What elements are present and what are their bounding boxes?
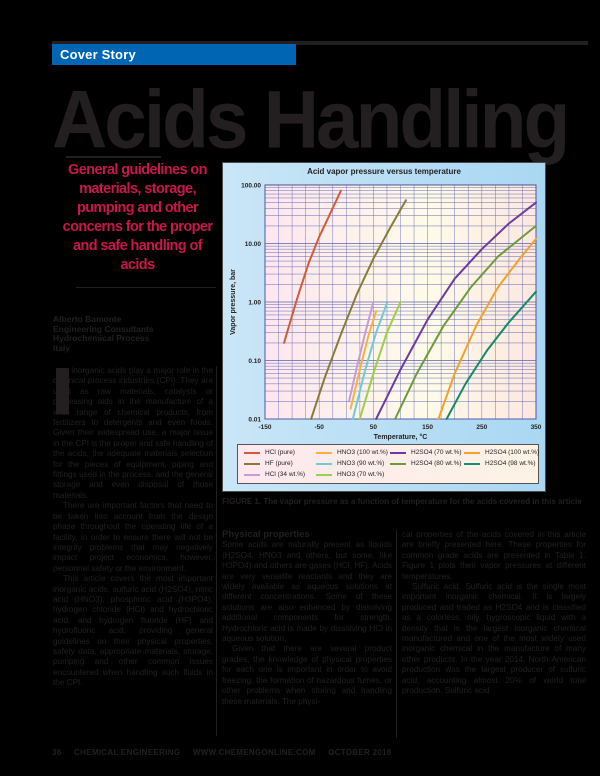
paragraph: Given that there are several product gra… (222, 644, 392, 706)
paragraph: cal properties of the acids covered in t… (402, 530, 586, 581)
body-column-3: cal properties of the acids covered in t… (402, 530, 586, 738)
legend-item: HCl (pure) (244, 449, 295, 456)
chart-plot: 0.01 0.10 1.00 10.00 100.00 -150 -50 50 150 250 35… (230, 183, 542, 442)
legend-item: HNO3 (90 wt.%) (316, 460, 384, 467)
y-tick-label: 10.00 (245, 241, 262, 248)
legend-label: HCl (pure) (265, 449, 295, 456)
publication-name: CHEMICAL ENGINEERING (74, 748, 181, 757)
paragraph: There are important factors that need to… (53, 501, 213, 573)
legend-item: H2SO4 (70 wt.%) (390, 449, 462, 456)
series-line (445, 290, 537, 420)
author-name: Alberto Bamonte (53, 314, 122, 324)
author-country: Italy (53, 342, 71, 353)
paragraph: Sulfuric acid. Sulfuric acid is the sing… (402, 582, 586, 696)
figure-caption: FIGURE 1. The vapor pressure as a functi… (222, 497, 582, 506)
legend-label: HCl (34 wt.%) (265, 471, 306, 478)
y-tick-label: 0.01 (248, 417, 261, 424)
section-heading: Physical properties (222, 530, 310, 540)
legend-swatch-icon (464, 462, 480, 465)
issue-date: OCTOBER 2016 (328, 748, 392, 757)
legend-item: HNO3 (100 wt.%) (316, 449, 388, 456)
legend-item: H2SO4 (80 wt.%) (390, 460, 462, 467)
legend-swatch-icon (316, 473, 332, 476)
top-rule (52, 41, 588, 45)
author-affiliation: Engineering Consultants (53, 323, 154, 334)
legend-label: HNO3 (90 wt.%) (337, 460, 385, 467)
page-number: 36 (52, 748, 62, 757)
series-line (351, 302, 388, 420)
publication-url: WWW.CHEMENGONLINE.COM (192, 748, 316, 757)
legend-item: H2SO4 (100 wt.%) (464, 449, 539, 456)
x-tick-label: 50 (370, 424, 378, 431)
legend-swatch-icon (244, 462, 260, 465)
series-line (437, 237, 537, 420)
paragraph: Inorganic acids play a major role in the… (53, 366, 213, 500)
legend-swatch-icon (464, 451, 480, 454)
legend-label: H2SO4 (70 wt.%) (411, 449, 462, 456)
byline: Alberto Bamonte Engineering Consultants … (53, 314, 213, 353)
y-axis-label: Vapor pressure, bar (230, 269, 237, 335)
drop-cap (56, 368, 69, 414)
series-line (394, 224, 537, 420)
legend-label: HNO3 (70 wt.%) (337, 471, 385, 478)
column-separator (216, 366, 217, 736)
legend-swatch-icon (244, 451, 260, 454)
legend-item: H2SO4 (98 wt.%) (464, 460, 536, 467)
figure-chart: Acid vapor pressure versus temperature 0… (222, 162, 546, 492)
paragraph: Some acids are naturally present as liqu… (222, 540, 392, 644)
y-tick-label: 0.10 (248, 358, 261, 365)
legend-swatch-icon (316, 451, 332, 454)
legend-item: HF (pure) (244, 460, 293, 467)
page-footer: 36 CHEMICAL ENGINEERING WWW.CHEMENGONLIN… (52, 748, 402, 757)
x-tick-label: -50 (314, 424, 324, 431)
series-line (348, 301, 375, 403)
x-tick-label: 250 (476, 424, 487, 431)
legend-swatch-icon (244, 473, 260, 476)
y-tick-label: 1.00 (248, 300, 261, 307)
deck-subtitle: General guidelines on materials, storage… (62, 162, 213, 273)
legend-item: HNO3 (70 wt.%) (316, 471, 384, 478)
x-tick-label: 350 (531, 424, 542, 431)
series-line (310, 199, 407, 420)
legend-label: H2SO4 (80 wt.%) (411, 460, 462, 467)
x-tick-label: -150 (258, 424, 271, 431)
x-axis-label: Temperature, °C (374, 433, 428, 441)
paragraph: This article covers the most important i… (53, 574, 213, 688)
column-separator (396, 530, 397, 738)
deck-bottom-rule (76, 287, 216, 288)
series-line (375, 201, 537, 420)
legend-swatch-icon (390, 451, 406, 454)
legend-label: HF (pure) (265, 460, 293, 467)
body-column-2: Physical properties Some acids are natur… (222, 530, 392, 738)
legend-swatch-icon (390, 462, 406, 465)
section-banner: Cover Story (52, 44, 296, 65)
author-affiliation-2: Hydrochemical Process (53, 333, 150, 343)
body-column-1: Inorganic acids play a major role in the… (53, 366, 213, 736)
deck-top-rule (66, 156, 161, 158)
chart-legend: HCl (pure) HF (pure) HCl (34 wt.%) HNO3 (10… (237, 444, 539, 484)
legend-swatch-icon (316, 462, 332, 465)
series-line (283, 189, 342, 344)
legend-label: H2SO4 (98 wt.%) (485, 460, 536, 467)
series-line (349, 310, 378, 410)
series-line (358, 301, 402, 420)
chart-title: Acid vapor pressure versus temperature (307, 167, 461, 176)
y-tick-label: 100.00 (241, 183, 261, 190)
legend-label: H2SO4 (100 wt.%) (485, 449, 540, 456)
legend-label: HNO3 (100 wt.%) (337, 449, 388, 456)
x-tick-label: 150 (422, 424, 433, 431)
legend-item: HCl (34 wt.%) (244, 471, 305, 478)
headline: Acids Handling (52, 72, 570, 166)
